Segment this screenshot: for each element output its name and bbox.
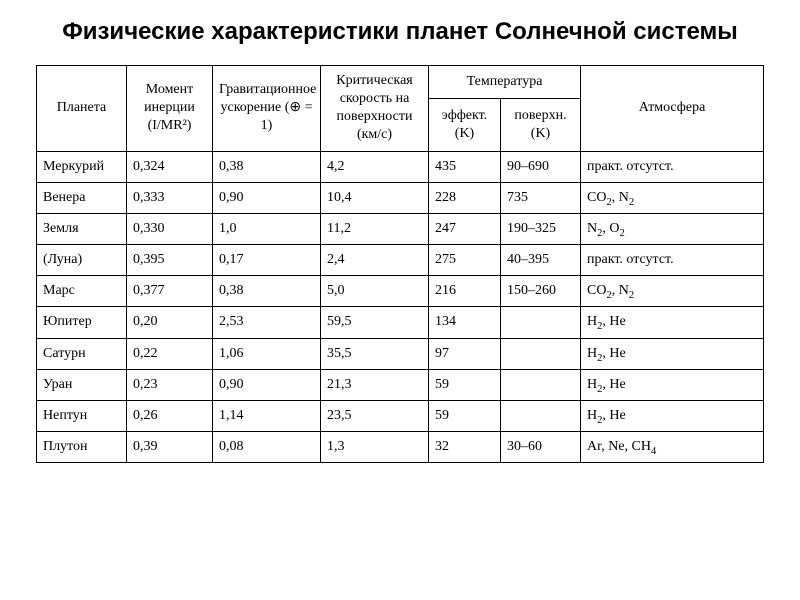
cell-gravity: 1,06: [213, 338, 321, 369]
page: Физические характеристики планет Солнечн…: [0, 0, 800, 473]
cell-moment: 0,324: [127, 151, 213, 182]
cell-temp-surface: [501, 338, 581, 369]
th-temp-surface: поверхн. (K): [501, 98, 581, 151]
cell-planet: Нептун: [37, 401, 127, 432]
cell-critical-velocity: 35,5: [321, 338, 429, 369]
table-row: Уран0,230,9021,359 H2, He: [37, 369, 764, 400]
cell-moment: 0,377: [127, 276, 213, 307]
cell-critical-velocity: 5,0: [321, 276, 429, 307]
cell-planet: Уран: [37, 369, 127, 400]
table-body: Меркурий0,3240,384,243590–690практ. отсу…: [37, 151, 764, 463]
cell-gravity: 1,14: [213, 401, 321, 432]
cell-moment: 0,26: [127, 401, 213, 432]
cell-temp-effective: 59: [429, 401, 501, 432]
cell-temp-surface: 190–325: [501, 213, 581, 244]
table-row: Меркурий0,3240,384,243590–690практ. отсу…: [37, 151, 764, 182]
cell-moment: 0,22: [127, 338, 213, 369]
cell-planet: (Луна): [37, 245, 127, 276]
cell-atmosphere: H2, He: [581, 401, 764, 432]
planets-table: Планета Момент инерции (I/MR²) Гравитаци…: [36, 65, 764, 464]
cell-critical-velocity: 10,4: [321, 182, 429, 213]
table-header: Планета Момент инерции (I/MR²) Гравитаци…: [37, 65, 764, 151]
cell-temp-effective: 435: [429, 151, 501, 182]
cell-gravity: 0,90: [213, 369, 321, 400]
cell-atmosphere: практ. отсутст.: [581, 151, 764, 182]
cell-planet: Венера: [37, 182, 127, 213]
cell-planet: Меркурий: [37, 151, 127, 182]
cell-temp-surface: 40–395: [501, 245, 581, 276]
cell-gravity: 0,17: [213, 245, 321, 276]
table-row: Марс0,3770,385,0216150–260CO2, N2: [37, 276, 764, 307]
cell-planet: Плутон: [37, 432, 127, 463]
cell-critical-velocity: 21,3: [321, 369, 429, 400]
cell-temp-effective: 134: [429, 307, 501, 338]
cell-temp-surface: 150–260: [501, 276, 581, 307]
table-row: Земля0,3301,011,2247190–325N2, O2: [37, 213, 764, 244]
cell-atmosphere: H2, He: [581, 369, 764, 400]
cell-moment: 0,330: [127, 213, 213, 244]
cell-gravity: 0,90: [213, 182, 321, 213]
th-temperature-group: Температура: [429, 65, 581, 98]
cell-atmosphere: CO2, N2: [581, 182, 764, 213]
cell-moment: 0,395: [127, 245, 213, 276]
cell-moment: 0,39: [127, 432, 213, 463]
cell-temp-surface: 30–60: [501, 432, 581, 463]
cell-moment: 0,333: [127, 182, 213, 213]
cell-critical-velocity: 23,5: [321, 401, 429, 432]
cell-critical-velocity: 11,2: [321, 213, 429, 244]
table-row: Венера0,3330,9010,4228735CO2, N2: [37, 182, 764, 213]
th-gravity: Гравитационное ускорение (⊕ = 1): [213, 65, 321, 151]
table-row: Нептун0,261,1423,559 H2, He: [37, 401, 764, 432]
cell-temp-effective: 59: [429, 369, 501, 400]
cell-atmosphere: CO2, N2: [581, 276, 764, 307]
cell-temp-effective: 32: [429, 432, 501, 463]
th-moment: Момент инерции (I/MR²): [127, 65, 213, 151]
cell-critical-velocity: 1,3: [321, 432, 429, 463]
cell-temp-surface: 735: [501, 182, 581, 213]
table-row: Плутон0,390,081,33230–60Ar, Ne, CH4: [37, 432, 764, 463]
table-row: (Луна)0,3950,172,427540–395практ. отсутс…: [37, 245, 764, 276]
cell-moment: 0,23: [127, 369, 213, 400]
cell-gravity: 0,08: [213, 432, 321, 463]
cell-temp-surface: 90–690: [501, 151, 581, 182]
cell-temp-surface: [501, 307, 581, 338]
cell-gravity: 0,38: [213, 276, 321, 307]
cell-gravity: 0,38: [213, 151, 321, 182]
cell-critical-velocity: 2,4: [321, 245, 429, 276]
cell-gravity: 2,53: [213, 307, 321, 338]
cell-planet: Земля: [37, 213, 127, 244]
th-temp-effective: эффект. (K): [429, 98, 501, 151]
table-row: Сатурн0,221,0635,597 H2, He: [37, 338, 764, 369]
cell-temp-effective: 228: [429, 182, 501, 213]
cell-atmosphere: практ. отсутст.: [581, 245, 764, 276]
cell-temp-effective: 275: [429, 245, 501, 276]
cell-temp-effective: 97: [429, 338, 501, 369]
cell-temp-effective: 247: [429, 213, 501, 244]
th-planet: Планета: [37, 65, 127, 151]
th-critical-velocity: Критическая скорость на поверхности (км/…: [321, 65, 429, 151]
cell-atmosphere: N2, O2: [581, 213, 764, 244]
cell-atmosphere: Ar, Ne, CH4: [581, 432, 764, 463]
page-title: Физические характеристики планет Солнечн…: [36, 18, 764, 47]
cell-planet: Марс: [37, 276, 127, 307]
table-row: Юпитер0,202,5359,5134 H2, He: [37, 307, 764, 338]
cell-temp-surface: [501, 401, 581, 432]
cell-atmosphere: H2, He: [581, 338, 764, 369]
cell-moment: 0,20: [127, 307, 213, 338]
cell-atmosphere: H2, He: [581, 307, 764, 338]
cell-temp-effective: 216: [429, 276, 501, 307]
cell-planet: Юпитер: [37, 307, 127, 338]
cell-temp-surface: [501, 369, 581, 400]
cell-critical-velocity: 59,5: [321, 307, 429, 338]
cell-gravity: 1,0: [213, 213, 321, 244]
cell-planet: Сатурн: [37, 338, 127, 369]
th-atmosphere: Атмосфера: [581, 65, 764, 151]
cell-critical-velocity: 4,2: [321, 151, 429, 182]
